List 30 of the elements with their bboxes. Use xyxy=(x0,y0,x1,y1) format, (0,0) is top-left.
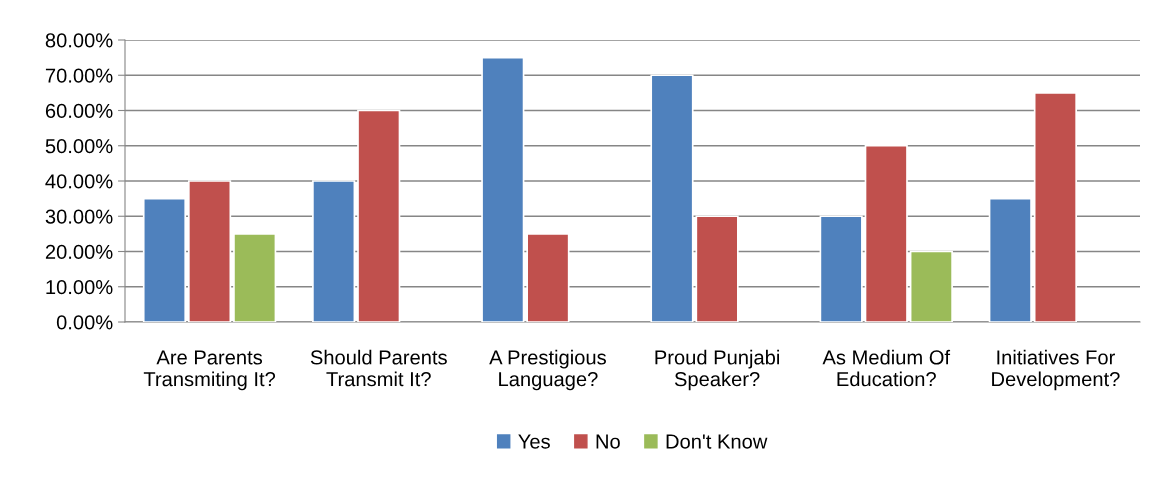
y-tick-label: 70.00% xyxy=(45,68,113,83)
y-tick-label: 0.00% xyxy=(56,315,113,330)
bar xyxy=(988,197,1032,322)
x-tick-label: Proud Punjabi Speaker? xyxy=(655,349,779,391)
x-tick-label: Initiatives For Development? xyxy=(992,349,1120,391)
legend-label: No xyxy=(596,434,620,449)
bar xyxy=(233,233,277,322)
x-tick-label: A Prestigious Language? xyxy=(489,349,606,391)
bar xyxy=(142,197,187,322)
bar xyxy=(909,250,953,322)
y-tick-label: 50.00% xyxy=(45,138,113,154)
y-tick-label: 80.00% xyxy=(45,33,113,48)
bar xyxy=(187,180,232,322)
y-tick-label: 20.00% xyxy=(45,244,113,259)
x-tick-label: As Medium Of Education? xyxy=(822,349,951,387)
bar xyxy=(312,180,356,322)
x-tick-label: Should Parents Transmit It? xyxy=(310,349,447,387)
legend-label: Yes xyxy=(518,434,550,449)
bar xyxy=(357,109,401,322)
y-tick-label: 60.00% xyxy=(45,103,113,118)
bar xyxy=(526,233,570,322)
bar xyxy=(819,215,863,322)
y-tick-label: 30.00% xyxy=(45,209,113,224)
x-tick-label: Are Parents Transmiting It? xyxy=(143,350,276,391)
y-tick-label: 10.00% xyxy=(46,279,113,295)
bar xyxy=(864,144,908,322)
legend-label: Don't Know xyxy=(666,434,768,449)
bar xyxy=(1033,92,1078,322)
y-tick-label: 40.00% xyxy=(45,174,113,189)
bar xyxy=(481,56,525,322)
